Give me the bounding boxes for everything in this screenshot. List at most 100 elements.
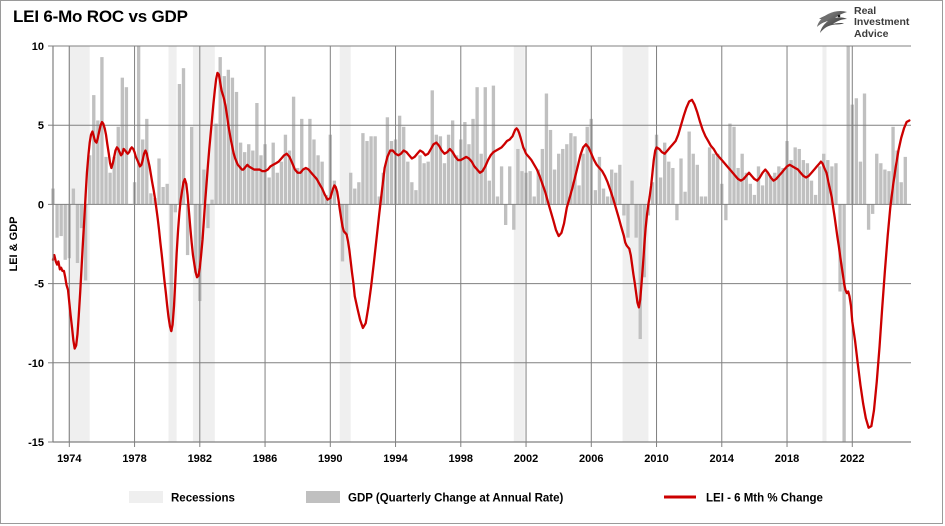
gdp-bar [887,171,891,205]
gdp-bar [141,139,145,205]
gdp-bar [426,161,430,205]
recession-bands [68,46,827,442]
gdp-bar [556,153,561,205]
gdp-bar [756,166,761,205]
gdp-bar [467,144,471,205]
gridlines [53,45,911,442]
gdp-bar [544,93,549,205]
gdp-bar [96,120,100,205]
gdp-bar [185,204,190,256]
gdp-bar [455,155,459,205]
x-tick-label: 2010 [644,453,668,465]
gdp-bar [189,126,194,205]
gdp-bar [75,204,80,264]
gdp-bar [483,87,487,205]
y-axis-title-text: LEI & GDP [8,216,20,271]
gdp-bar [157,158,161,205]
gdp-bar [222,76,226,205]
gdp-bar [296,167,300,205]
logo-line-1: Real [854,4,877,17]
gdp-bar [487,180,492,205]
gdp-bar [622,204,626,216]
gdp-bar [389,141,394,205]
gdp-bar [764,172,769,205]
gdp-bars [51,46,907,442]
gdp-bar [801,160,806,205]
y-tick-label: -15 [28,437,44,449]
gdp-bar [503,204,508,225]
gdp-bar [634,204,638,238]
gdp-bar [344,204,349,235]
gdp-bar [630,180,634,205]
x-tick-label: 2018 [775,453,799,465]
gdp-bar [312,139,316,205]
gdp-bar [532,196,536,205]
gdp-bar [683,191,687,205]
gdp-bar [565,144,569,205]
gdp-bar [210,199,214,205]
gdp-bar [540,148,545,205]
x-tick-label: 1974 [57,453,82,465]
gdp-bar [858,161,863,205]
gdp-bar [781,167,785,205]
gdp-bar [491,85,496,205]
gdp-bar [903,156,907,205]
gdp-bar [353,188,357,205]
gdp-bar [805,163,810,205]
y-tick-label: 10 [32,41,44,53]
y-tick-label: -10 [28,358,44,370]
gdp-bar [71,188,76,205]
gdp-bar [83,204,88,281]
x-tick-label: 2002 [514,453,538,465]
gdp-bar [638,204,642,340]
eagle-head-icon [817,10,847,33]
gdp-bar [377,196,381,205]
brand-logo: Real Investment Advice [814,3,934,43]
gdp-bar [88,155,92,205]
gdp-bar [369,136,373,205]
gdp-bar [194,204,198,273]
gdp-bar [601,188,606,205]
gdp-bar [581,153,585,205]
gdp-bar [789,160,793,205]
gdp-bar [671,167,675,205]
gdp-bar [92,95,96,205]
legend-swatch-box [129,491,163,503]
gdp-bar [230,77,235,205]
gdp-bar [308,118,312,205]
gdp-bar [899,182,903,205]
gdp-bar [744,172,748,205]
legend-label: LEI - 6 Mth % Change [706,493,823,505]
gdp-bar [255,103,259,205]
gdp-bar [777,166,781,205]
gdp-bar [55,204,59,238]
y-tick-label: 0 [38,199,44,211]
logo-line-3: Advice [854,27,889,40]
gdp-bar [149,193,153,205]
recession-band [513,46,525,442]
y-tick-label: 5 [38,120,44,132]
gdp-bar [202,169,206,205]
gdp-bar [658,177,663,205]
x-tick-label: 1982 [188,453,212,465]
gdp-bar [703,196,708,205]
gdp-bar [552,169,557,205]
gdp-bar [585,126,589,205]
gdp-bar [707,147,712,205]
chart-legend: Recessions GDP (Quarterly Change at Annua… [129,491,823,505]
gdp-bar [124,87,129,205]
gdp-bar [610,169,614,205]
gdp-bar [663,142,667,205]
gdp-bar [614,172,618,205]
gdp-bar [116,126,120,205]
gdp-bar [283,134,288,205]
gdp-bar [732,126,736,205]
gdp-bar [773,172,777,205]
gdp-bar [406,161,410,205]
gdp-bar [275,172,279,205]
gdp-bar [438,136,443,205]
gdp-bar [830,166,834,205]
x-tick-label: 1978 [122,453,146,465]
gdp-bar [875,153,879,205]
gdp-bar [854,98,859,205]
